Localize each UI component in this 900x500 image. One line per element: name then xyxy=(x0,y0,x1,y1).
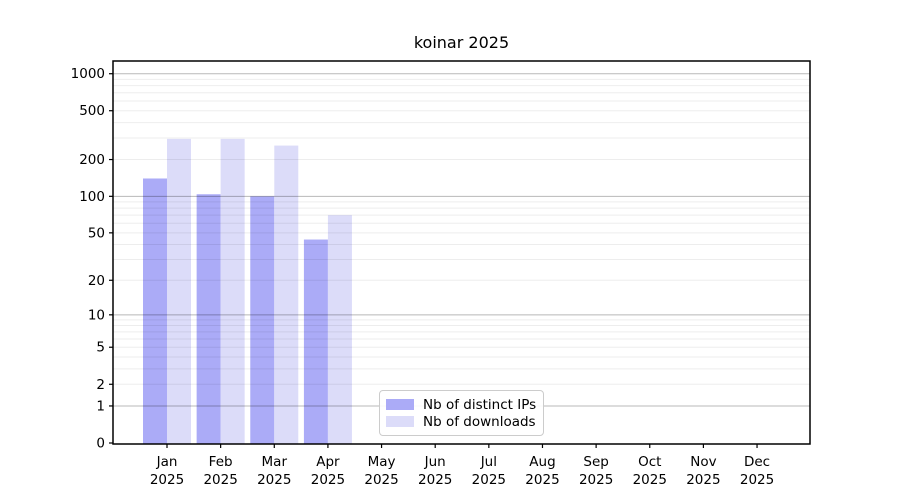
x-tick-label-month: Feb xyxy=(209,454,233,470)
chart-title: koinar 2025 xyxy=(413,33,510,52)
legend-item: Nb of distinct IPs xyxy=(386,396,537,413)
x-tick-label-year: 2025 xyxy=(311,472,345,488)
x-tick-label-year: 2025 xyxy=(525,472,559,488)
y-tick-label: 500 xyxy=(79,103,105,119)
legend-swatch-icon xyxy=(386,416,414,427)
legend: Nb of distinct IPs Nb of downloads xyxy=(379,390,544,436)
x-tick-label-year: 2025 xyxy=(364,472,398,488)
bar-distinct-ips xyxy=(143,178,167,445)
x-tick-label-month: May xyxy=(368,454,396,470)
x-tick-label-month: Mar xyxy=(262,454,288,470)
y-tick-label: 50 xyxy=(88,225,105,241)
x-tick-label-month: Oct xyxy=(638,454,661,470)
axes-box xyxy=(112,60,811,445)
y-tick-label: 100 xyxy=(79,189,105,205)
x-tick-label-year: 2025 xyxy=(579,472,613,488)
x-tick-label-year: 2025 xyxy=(740,472,774,488)
legend-label: Nb of distinct IPs xyxy=(423,396,537,413)
x-tick-label-year: 2025 xyxy=(150,472,184,488)
x-tick-label-month: Jun xyxy=(424,454,446,470)
legend-label: Nb of downloads xyxy=(423,413,536,430)
bar-downloads xyxy=(167,138,191,444)
y-tick-label: 1 xyxy=(96,398,105,414)
bar-downloads xyxy=(274,145,299,444)
x-tick-label-month: Dec xyxy=(744,454,770,470)
y-tick-label: 2 xyxy=(96,377,105,393)
y-tick-label: 20 xyxy=(88,273,105,289)
x-tick-label-year: 2025 xyxy=(686,472,720,488)
bar-distinct-ips xyxy=(196,194,221,444)
y-tick-label: 5 xyxy=(96,340,105,356)
x-tick-label-month: Sep xyxy=(583,454,608,470)
bar-downloads xyxy=(327,215,352,444)
bar-downloads xyxy=(220,138,245,444)
bar-distinct-ips xyxy=(250,196,275,444)
y-tick-label: 200 xyxy=(79,152,105,168)
bar-distinct-ips xyxy=(303,239,328,444)
x-tick-label-year: 2025 xyxy=(203,472,237,488)
x-tick-label-month: Aug xyxy=(529,454,555,470)
x-tick-label-month: Jul xyxy=(480,454,497,470)
y-tick-label: 1000 xyxy=(71,66,105,82)
x-tick-label-year: 2025 xyxy=(257,472,291,488)
x-tick-label-year: 2025 xyxy=(633,472,667,488)
x-tick-label-year: 2025 xyxy=(472,472,506,488)
x-tick-label-year: 2025 xyxy=(418,472,452,488)
y-tick-label: 10 xyxy=(88,307,105,323)
x-tick-label-month: Jan xyxy=(156,454,178,470)
legend-item: Nb of downloads xyxy=(386,413,536,430)
x-tick-label-month: Apr xyxy=(316,454,340,470)
x-tick-label-month: Nov xyxy=(690,454,716,470)
y-tick-label: 0 xyxy=(96,436,105,452)
legend-swatch-icon xyxy=(386,399,414,410)
